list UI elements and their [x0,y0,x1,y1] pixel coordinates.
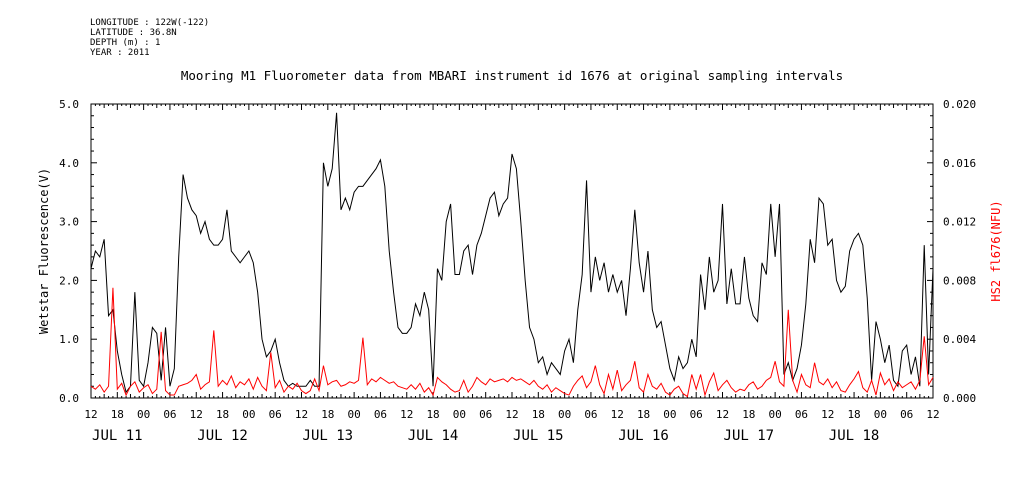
x-tick-label: 06 [900,408,913,421]
x-tick-label: 12 [821,408,834,421]
y-tick-label-right: 0.020 [943,98,976,111]
x-tick-label: 00 [348,408,361,421]
x-day-label: JUL 12 [197,428,248,444]
y-tick-label-left: 2.0 [59,274,79,287]
x-tick-label: 00 [663,408,676,421]
axis-ticks [90,103,934,399]
x-tick-label: 12 [400,408,413,421]
series-hs2-line [90,287,934,398]
x-tick-label: 00 [453,408,466,421]
x-day-label: JUL 11 [92,428,143,444]
x-tick-label: 18 [532,408,545,421]
y-tick-label-left: 3.0 [59,216,79,229]
x-tick-label: 18 [426,408,439,421]
y-tick-label-right: 0.000 [943,392,976,405]
x-tick-label: 00 [874,408,887,421]
y-tick-label-left: 4.0 [59,157,79,170]
latitude-label: LATITUDE : 36.8N [90,28,177,38]
x-tick-label: 06 [690,408,703,421]
plot-frame [90,103,934,399]
x-tick-label: 00 [242,408,255,421]
x-tick-label: 06 [269,408,282,421]
x-tick-label: 12 [190,408,203,421]
chart-title: Mooring M1 Fluorometer data from MBARI i… [181,68,843,83]
x-tick-label: 18 [847,408,860,421]
y-tick-label-left: 1.0 [59,333,79,346]
series-wetstar-line [90,112,934,394]
x-day-label: JUL 13 [303,428,354,444]
x-tick-label: 06 [163,408,176,421]
x-tick-label: 18 [111,408,124,421]
x-tick-label: 12 [926,408,939,421]
x-tick-label: 00 [558,408,571,421]
y-axis-right-label: HS2 fl676(NFU) [989,200,1003,301]
year-label: YEAR : 2011 [90,48,150,58]
series-layer [90,112,934,398]
x-day-label: JUL 14 [408,428,459,444]
x-tick-label: 06 [374,408,387,421]
y-tick-label-right: 0.016 [943,157,976,170]
x-tick-label: 18 [637,408,650,421]
y-tick-label-left: 0.0 [59,392,79,405]
y-tick-label-right: 0.012 [943,216,976,229]
y-axis-left-label: Wetstar Fluorescence(V) [37,168,51,334]
y-tick-label-right: 0.008 [943,274,976,287]
x-tick-label: 00 [137,408,150,421]
x-tick-label: 12 [611,408,624,421]
x-day-label: JUL 16 [618,428,669,444]
x-tick-label: 06 [584,408,597,421]
x-tick-label: 18 [742,408,755,421]
y-tick-label-right: 0.004 [943,333,976,346]
x-tick-label: 06 [795,408,808,421]
x-tick-label: 18 [216,408,229,421]
x-tick-label: 12 [716,408,729,421]
axis-labels: 0.0 1.0 2.0 3.0 4.0 5.0 0.000 0.004 0.008 0.012 0.… [59,98,976,444]
x-day-label: JUL 15 [513,428,564,444]
x-day-label: JUL 18 [829,428,880,444]
y-tick-label-left: 5.0 [59,98,79,111]
x-tick-label: 12 [505,408,518,421]
metadata-block: LONGITUDE : 122W(-122) LATITUDE : 36.8N … [90,18,209,58]
x-day-label: JUL 17 [724,428,775,444]
x-tick-label: 06 [479,408,492,421]
depth-label: DEPTH (m) : 1 [90,38,161,48]
x-tick-label: 00 [769,408,782,421]
x-tick-label: 12 [84,408,97,421]
x-tick-label: 12 [295,408,308,421]
x-tick-label: 18 [321,408,334,421]
longitude-label: LONGITUDE : 122W(-122) [90,18,210,28]
